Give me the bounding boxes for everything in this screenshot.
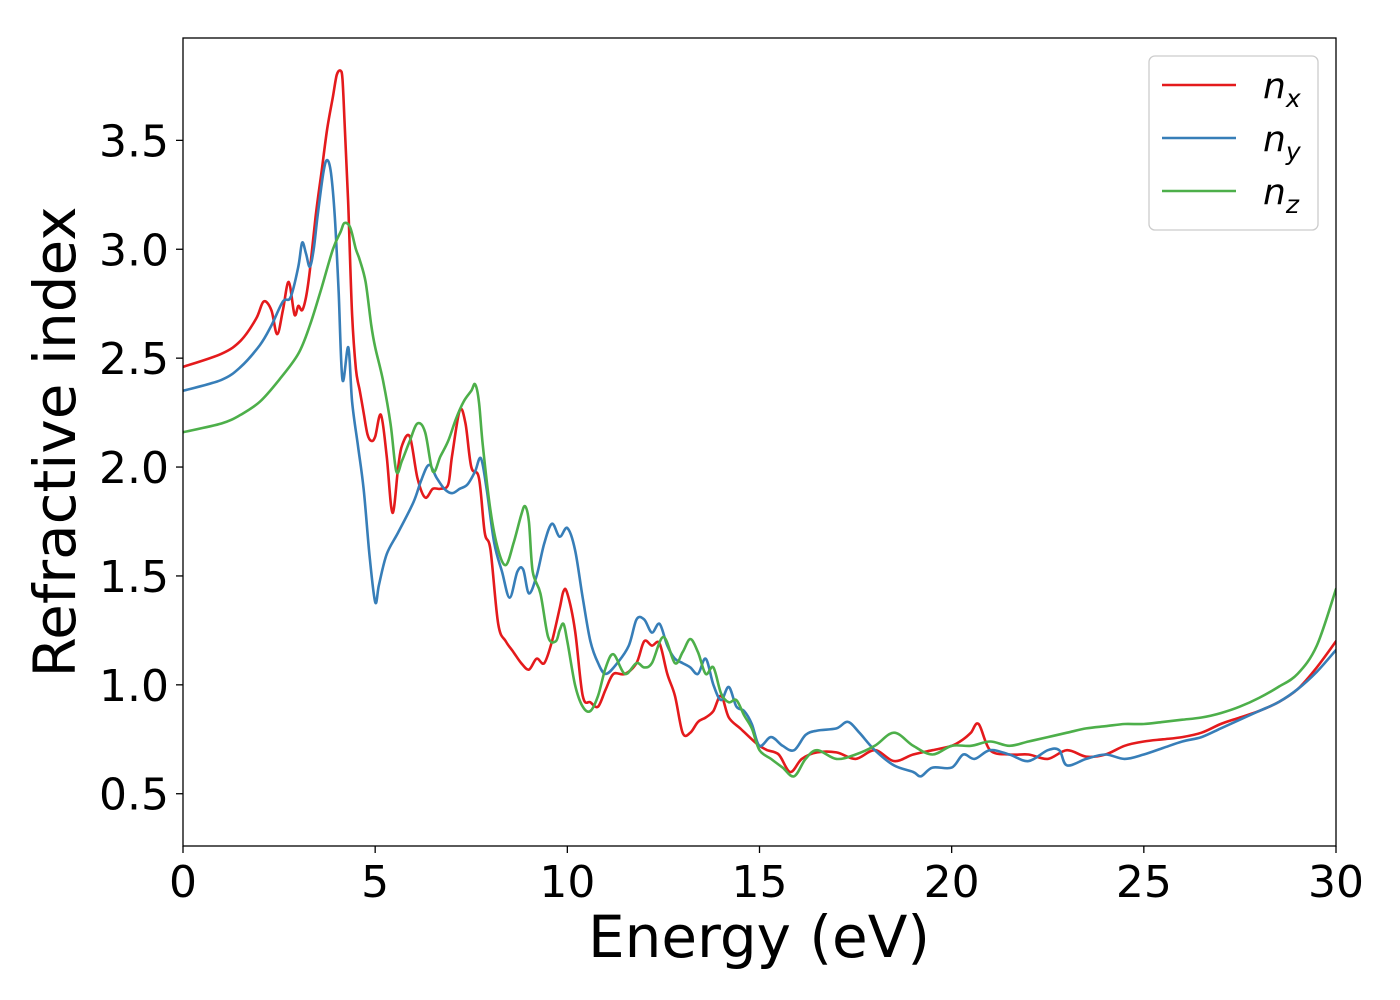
x-tick-label: 5 [361, 857, 389, 908]
y-axis: 0.5 1.0 1.5 2.0 2.5 3.0 3.5 [99, 116, 183, 821]
legend-label-ny: ny [1263, 119, 1302, 166]
legend-box [1148, 55, 1319, 231]
y-tick-label: 2.0 [99, 443, 169, 494]
y-tick-label: 3.0 [99, 225, 169, 276]
series-line-nx [183, 69, 1336, 774]
legend: nx ny nz [1148, 55, 1319, 231]
legend-label-nz: nz [1263, 172, 1300, 219]
series-line-ny [183, 158, 1336, 778]
y-axis-label: Refractive index [21, 206, 89, 677]
x-tick-label: 30 [1308, 857, 1364, 908]
x-tick-label: 0 [169, 857, 197, 908]
y-tick-label: 2.5 [99, 334, 169, 385]
x-tick-label: 25 [1116, 857, 1172, 908]
x-tick-label: 15 [732, 857, 788, 908]
plot-area [183, 38, 1336, 846]
y-tick-label: 0.5 [99, 770, 169, 821]
x-tick-label: 20 [924, 857, 980, 908]
x-axis-label: Energy (eV) [588, 903, 930, 971]
y-tick-label: 1.0 [99, 661, 169, 712]
y-tick-label: 3.5 [99, 116, 169, 167]
series-line-nz [183, 221, 1336, 778]
x-tick-label: 10 [539, 857, 595, 908]
x-axis: 0 5 10 15 20 25 30 [169, 846, 1364, 908]
series-layer [183, 69, 1336, 778]
legend-label-nx: nx [1263, 66, 1301, 113]
y-tick-label: 1.5 [99, 552, 169, 603]
